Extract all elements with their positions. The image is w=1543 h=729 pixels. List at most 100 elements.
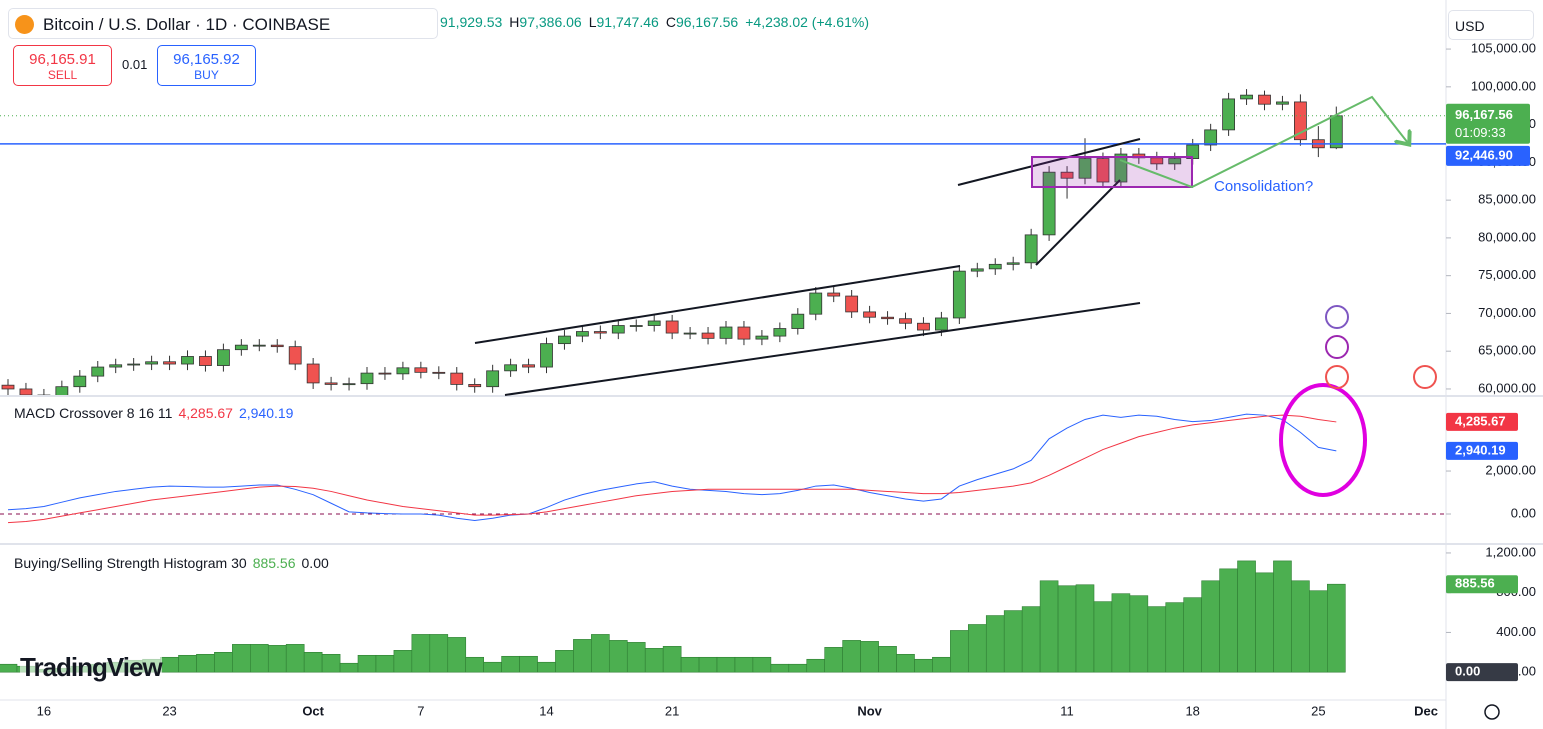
histogram-bar (896, 653, 915, 673)
candle-body (252, 344, 266, 347)
candle-body (234, 344, 248, 351)
buy-label: BUY (194, 68, 219, 82)
candle-body (863, 311, 876, 318)
histogram-bar (465, 656, 485, 673)
candle-body (486, 370, 500, 388)
candle-body (1168, 158, 1182, 165)
trend-line (1035, 179, 1121, 266)
macd-line (7, 413, 1337, 521)
y-tick-label: 1,200.00 (1485, 544, 1536, 559)
candle-body (396, 367, 410, 375)
ohlc-value: +4,238.02 (+4.61%) (745, 14, 869, 30)
histogram-bar (1219, 568, 1238, 673)
histogram-bar (734, 656, 754, 673)
candle-body (504, 364, 518, 372)
histogram-bar (1291, 580, 1310, 673)
histogram-bar (824, 647, 844, 673)
ohlc-item: +4,238.02 (+4.61%) (745, 14, 869, 30)
sell-button[interactable]: 96,165.91 SELL (13, 45, 112, 86)
legend-title: MACD Crossover 8 16 11 (14, 405, 173, 421)
ohlc-label: L (588, 14, 597, 30)
currency: USD (1455, 18, 1485, 34)
histogram-bar (250, 644, 269, 673)
candle-body (719, 326, 733, 339)
histogram-bar (447, 637, 467, 673)
histogram-bar (985, 615, 1005, 673)
candle-body (73, 375, 87, 388)
candle-body (145, 361, 159, 365)
candle-body (360, 372, 374, 385)
histogram-bar (716, 656, 736, 673)
plot-layer: 60,000.00 65,000.00 70,000.00 75,000.00 80,0… (0, 41, 1536, 718)
histogram-bar (1039, 580, 1059, 673)
candle-body (1024, 234, 1038, 264)
histogram-bar (680, 656, 700, 673)
symbol-box[interactable]: Bitcoin / U.S. Dollar · 1D · COINBASE (8, 8, 438, 39)
histogram-bar (573, 639, 592, 673)
candle-body (378, 372, 392, 375)
drawings (474, 95, 1500, 720)
histogram-bar (196, 653, 215, 673)
branding: TradingView (20, 652, 163, 683)
macd-line (7, 414, 1337, 524)
last-value-tag: 885.56 (1455, 576, 1495, 591)
histogram-bar (519, 655, 538, 673)
last-value-tag-bg (1446, 575, 1518, 594)
histogram-bar (1003, 610, 1023, 673)
range-box (1031, 156, 1193, 188)
ohlc-legend: 91,929.53 H97,386.06 L91,747.46 C96,167.56 +… (440, 14, 876, 30)
histogram-legend: Buying/Selling Strength Histogram 30 885… (14, 555, 335, 571)
y-tick-label: 85,000.00 (1478, 192, 1536, 207)
countdown: 01:09:33 (1455, 125, 1506, 140)
currency-select[interactable]: USD (1448, 10, 1534, 40)
histogram-bar (357, 654, 377, 673)
candle-body (629, 325, 643, 327)
candle-body (755, 335, 769, 340)
histogram-bar (1255, 572, 1274, 673)
sell-price: 96,165.91 (29, 51, 96, 68)
histogram-bar (285, 644, 305, 673)
pane (0, 413, 1446, 524)
ohlc-label: C (665, 14, 676, 30)
candle-body (468, 384, 482, 388)
ohlc-value: 96,167.56 (675, 14, 739, 30)
histogram-bar (698, 656, 718, 673)
candle-body (288, 346, 302, 365)
buy-button[interactable]: 96,165.92 BUY (157, 45, 256, 86)
x-tick-label: Nov (857, 703, 882, 718)
candle-body (665, 320, 679, 334)
pane (0, 89, 1446, 395)
histogram-bar (1111, 593, 1131, 673)
candle-body (342, 383, 356, 386)
histogram-bar (662, 646, 682, 673)
last-value-tag-bg (1446, 441, 1518, 460)
candle-body (899, 318, 912, 324)
x-tick-label: Dec (1414, 703, 1438, 718)
histogram-bar (375, 654, 395, 673)
candle-body (701, 332, 715, 339)
settings-icon[interactable] (1484, 704, 1500, 720)
histogram-bar (483, 661, 502, 673)
second-value-tag-bg (1446, 663, 1518, 682)
last-price-tag-bg (1446, 103, 1530, 144)
legend-value: 2,940.19 (238, 405, 294, 421)
histogram-bar (178, 654, 197, 673)
candle-body (1204, 129, 1218, 146)
second-value-tag: 0.00 (1455, 664, 1480, 679)
candle-body (163, 361, 176, 365)
candle-body (109, 364, 123, 368)
histogram-bar (0, 663, 18, 673)
histogram-bar (1327, 583, 1346, 673)
event-icon (1325, 305, 1349, 329)
histogram-bar (555, 650, 574, 673)
histogram-bar (608, 640, 628, 673)
x-tick-label: 7 (417, 703, 424, 718)
ohlc-value: 91,747.46 (596, 14, 659, 30)
x-tick-label: Oct (302, 703, 324, 718)
x-tick-label: 16 (37, 703, 51, 718)
candle-body (1222, 98, 1235, 131)
y-tick-label: 70,000.00 (1478, 305, 1536, 320)
y-tick-label: 0.00 (1511, 505, 1536, 520)
